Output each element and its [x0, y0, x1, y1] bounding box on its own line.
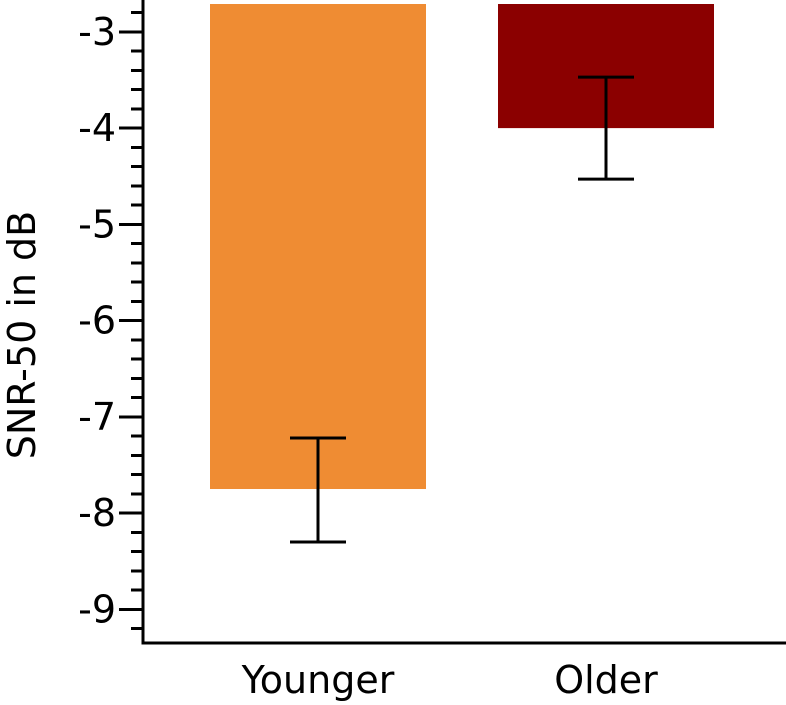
- error-bar-older: [578, 75, 634, 181]
- y-tick-label: -4: [78, 106, 116, 150]
- y-tick-label: -8: [78, 491, 116, 535]
- bar-younger: [210, 4, 426, 490]
- error-bar-younger: [290, 436, 346, 544]
- y-tick-label: -7: [78, 395, 116, 439]
- y-tick-label: -9: [78, 587, 116, 631]
- error-bars: [290, 75, 634, 544]
- x-axis: Younger Older: [141, 641, 786, 702]
- y-tick-label: -5: [78, 202, 116, 246]
- y-tick-label: -3: [78, 10, 116, 54]
- y-axis: -3 -4 -5 -6 -7 -8 -9: [78, 0, 145, 645]
- bars: [210, 4, 714, 490]
- x-tick-label: Younger: [241, 658, 395, 702]
- y-axis-title: SNR-50 in dB: [0, 211, 44, 459]
- x-tick-label: Older: [554, 658, 658, 702]
- y-tick-label: -6: [78, 299, 116, 343]
